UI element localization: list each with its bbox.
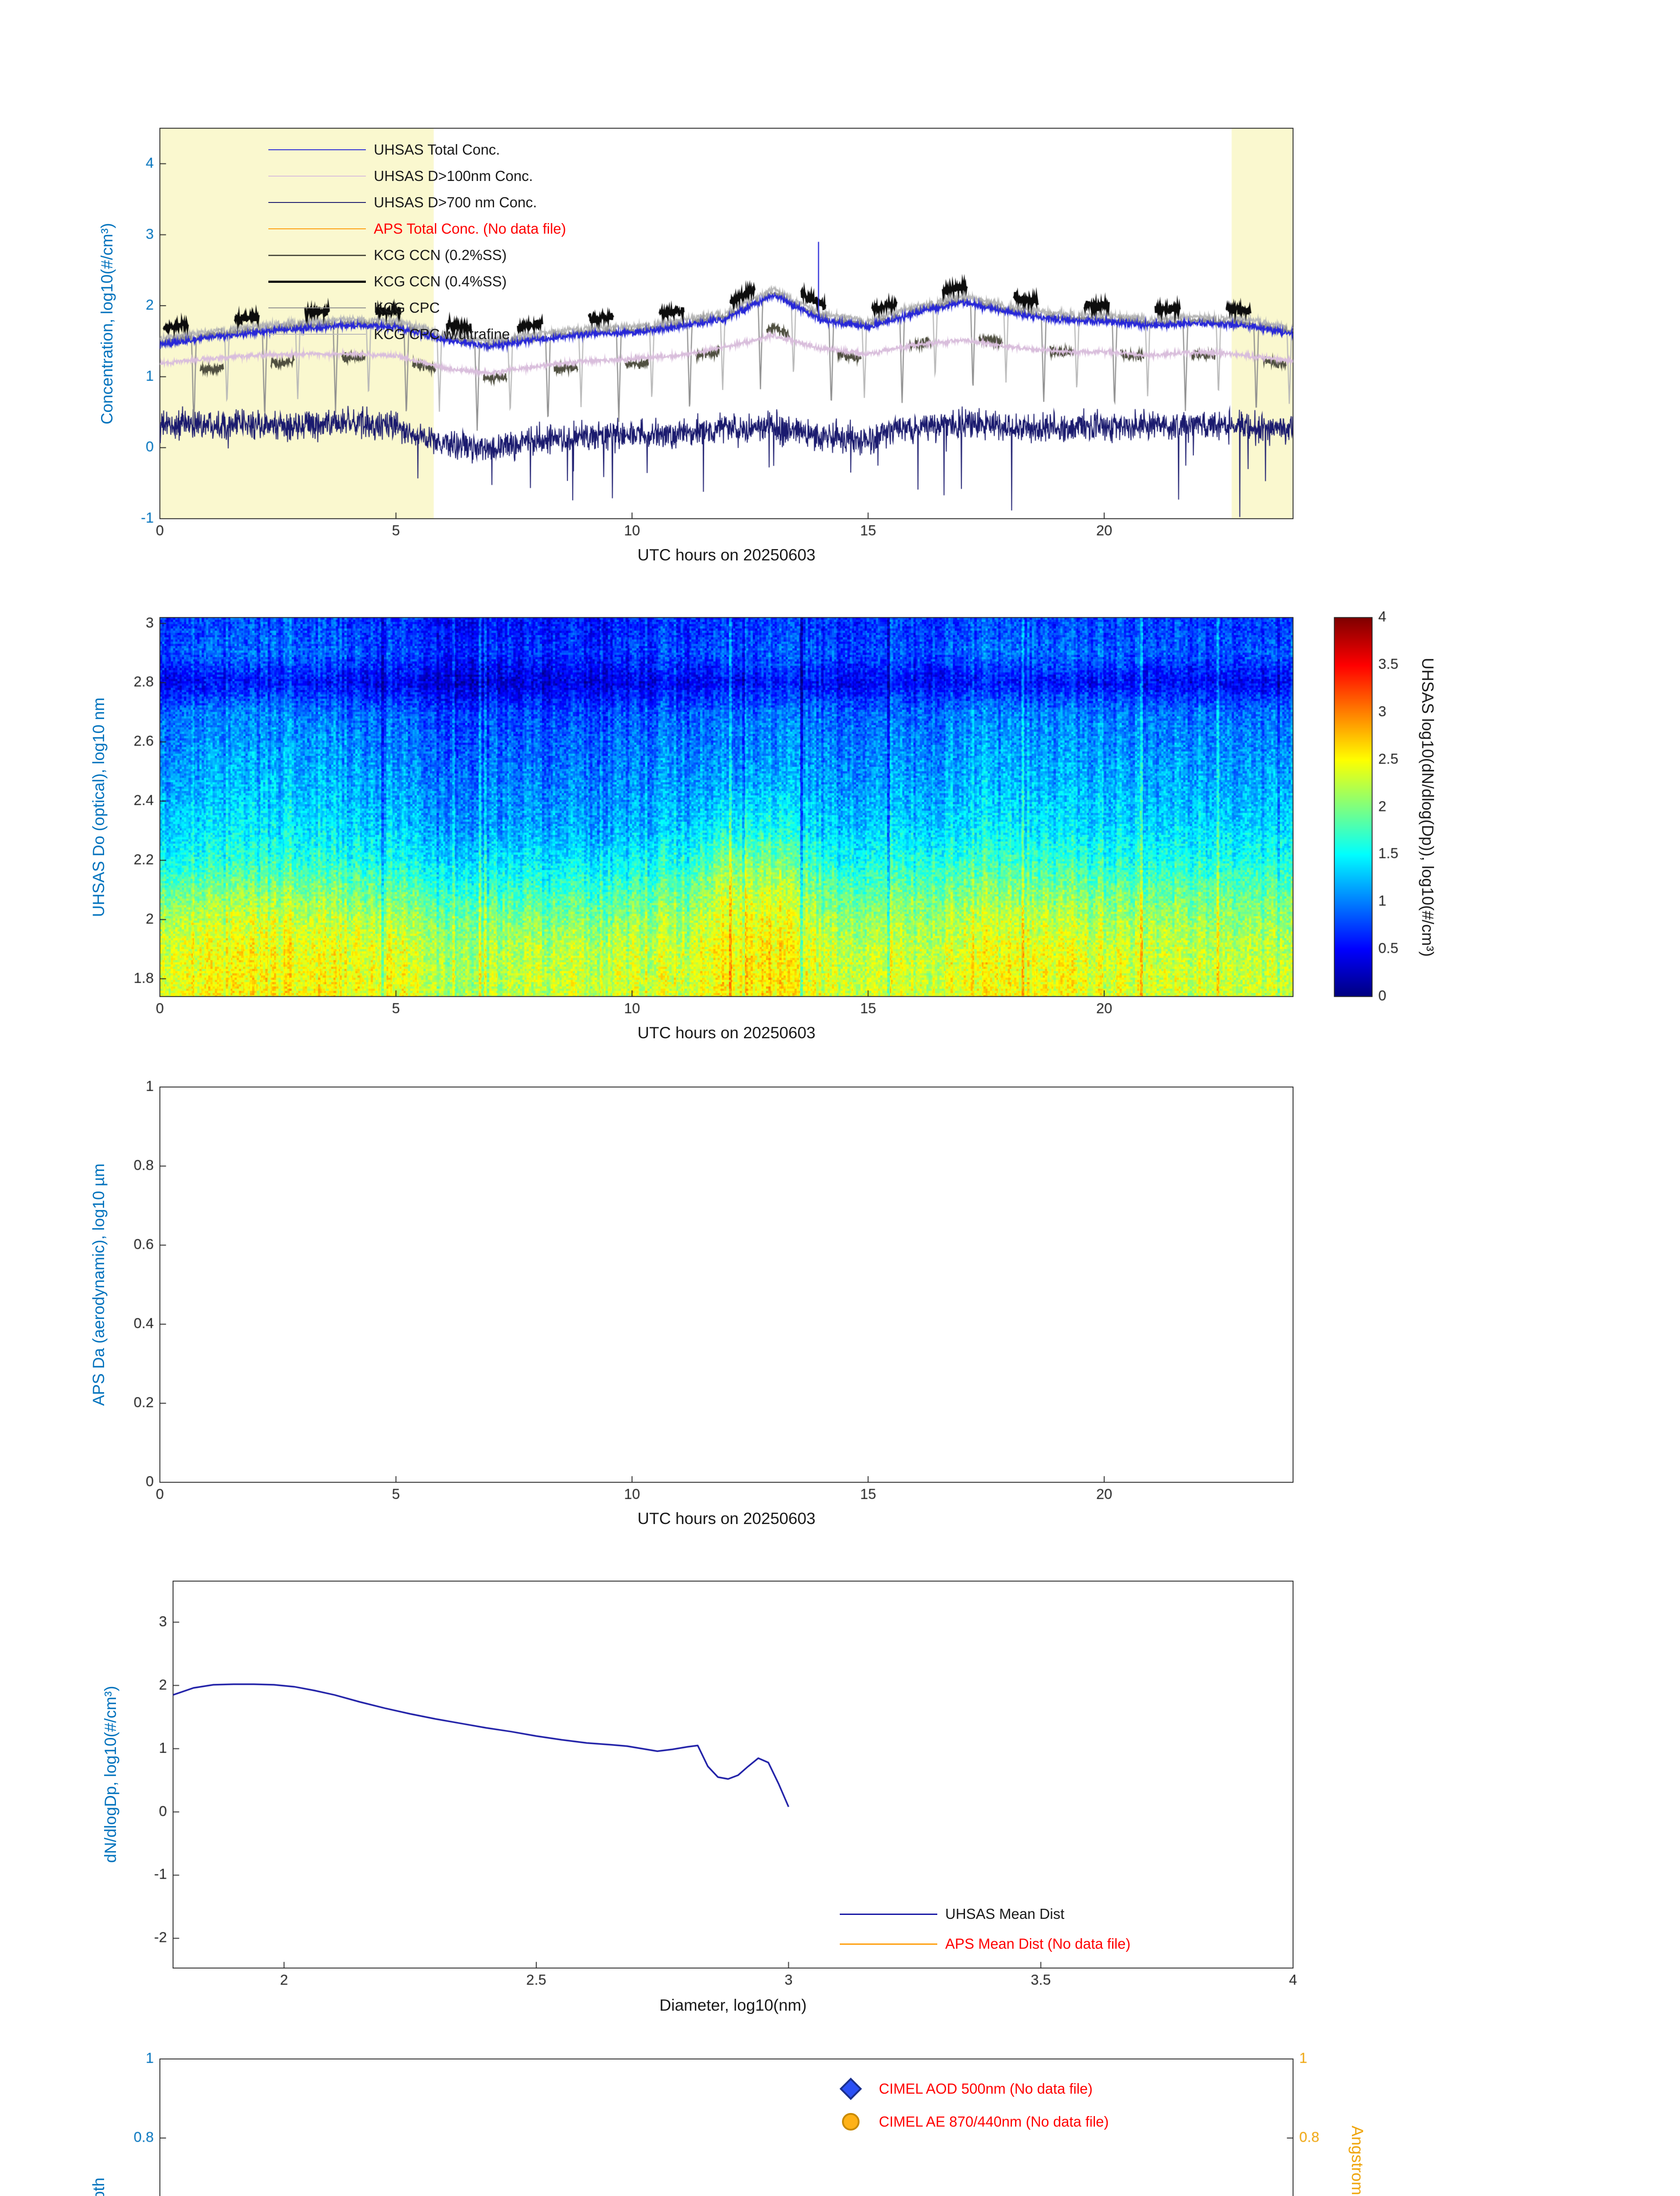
- aod-ylabel-left: Aerosol Optical Depth: [90, 2178, 108, 2196]
- concentration-legend: UHSAS Total Conc. UHSAS D>100nm Conc. UHSA…: [268, 137, 566, 347]
- legend-item: KCG CPC: [268, 295, 566, 321]
- legend-label: KCG CPC w/ultrafine: [374, 326, 510, 342]
- size-distribution-canvas: [0, 1546, 1680, 2012]
- distribution-legend: UHSAS Mean Dist APS Mean Dist (No data fi…: [840, 1899, 1131, 1959]
- legend-line-sample: [268, 228, 366, 229]
- legend-line-sample: [268, 149, 366, 150]
- legend-item: CIMEL AE 870/440nm (No data file): [841, 2105, 1109, 2138]
- colorbar-label: UHSAS log10(dN/dlog(Dp)), log10(#/cm³): [1419, 657, 1437, 957]
- legend-item: UHSAS D>100nm Conc.: [268, 163, 566, 189]
- legend-item: APS Total Conc. (No data file): [268, 216, 566, 242]
- legend-item: UHSAS Mean Dist: [840, 1899, 1131, 1929]
- legend-line-sample: [268, 307, 366, 308]
- aod-legend: CIMEL AOD 500nm (No data file) CIMEL AE 8…: [839, 2072, 1109, 2138]
- legend-label: KCG CCN (0.2%SS): [374, 247, 507, 263]
- legend-label: KCG CCN (0.4%SS): [374, 273, 507, 289]
- legend-item: UHSAS Total Conc.: [268, 137, 566, 163]
- legend-line-sample: [840, 1913, 937, 1915]
- aps-plot-canvas: [0, 1054, 1680, 1528]
- legend-line-sample: [268, 334, 366, 335]
- aod-plot-canvas: [0, 2029, 1680, 2196]
- legend-label: APS Mean Dist (No data file): [945, 1936, 1131, 1952]
- legend-item: KCG CCN (0.4%SS): [268, 268, 566, 295]
- legend-label: UHSAS Total Conc.: [374, 141, 500, 158]
- uhsas-heatmap-canvas: [0, 593, 1680, 1085]
- concentration-ylabel: Concentration, log10(#/cm³): [98, 223, 116, 425]
- legend-label: APS Total Conc. (No data file): [374, 220, 566, 237]
- legend-line-sample: [268, 176, 366, 177]
- aps-xlabel: UTC hours on 20250603: [637, 1510, 816, 1528]
- legend-item: APS Mean Dist (No data file): [840, 1929, 1131, 1959]
- concentration-xlabel: UTC hours on 20250603: [637, 546, 816, 564]
- legend-label: CIMEL AE 870/440nm (No data file): [879, 2113, 1109, 2130]
- legend-label: UHSAS Mean Dist: [945, 1906, 1065, 1922]
- legend-line-sample: [840, 1943, 937, 1945]
- concentration-plot-canvas: [0, 66, 1680, 571]
- legend-item: KCG CPC w/ultrafine: [268, 321, 566, 347]
- distribution-xlabel: Diameter, log10(nm): [659, 1996, 807, 2014]
- legend-label: UHSAS D>700 nm Conc.: [374, 194, 537, 210]
- circle-marker-shape: [842, 2113, 860, 2131]
- legend-item: KCG CCN (0.2%SS): [268, 242, 566, 268]
- legend-label: KCG CPC: [374, 300, 440, 316]
- heatmap-ylabel: UHSAS Do (optical), log10 nm: [90, 697, 108, 917]
- legend-line-sample: [268, 202, 366, 203]
- legend-line-sample: [268, 254, 366, 256]
- aod-ylabel-right: Angstrom Exponent (870nm/440nm): [1348, 2126, 1366, 2196]
- heatmap-xlabel: UTC hours on 20250603: [637, 1024, 816, 1042]
- legend-label: CIMEL AOD 500nm (No data file): [879, 2080, 1093, 2097]
- distribution-ylabel: dN/dlogDp, log10(#/cm³): [101, 1686, 119, 1863]
- diamond-marker-icon: [839, 2077, 862, 2100]
- legend-item: UHSAS D>700 nm Conc.: [268, 189, 566, 216]
- legend-item: CIMEL AOD 500nm (No data file): [839, 2072, 1109, 2105]
- aps-ylabel: APS Da (aerodynamic), log10 µm: [90, 1163, 108, 1406]
- legend-line-sample: [268, 280, 366, 283]
- diamond-marker-shape: [839, 2077, 862, 2100]
- circle-marker-icon: [841, 2112, 860, 2131]
- legend-label: UHSAS D>100nm Conc.: [374, 168, 533, 184]
